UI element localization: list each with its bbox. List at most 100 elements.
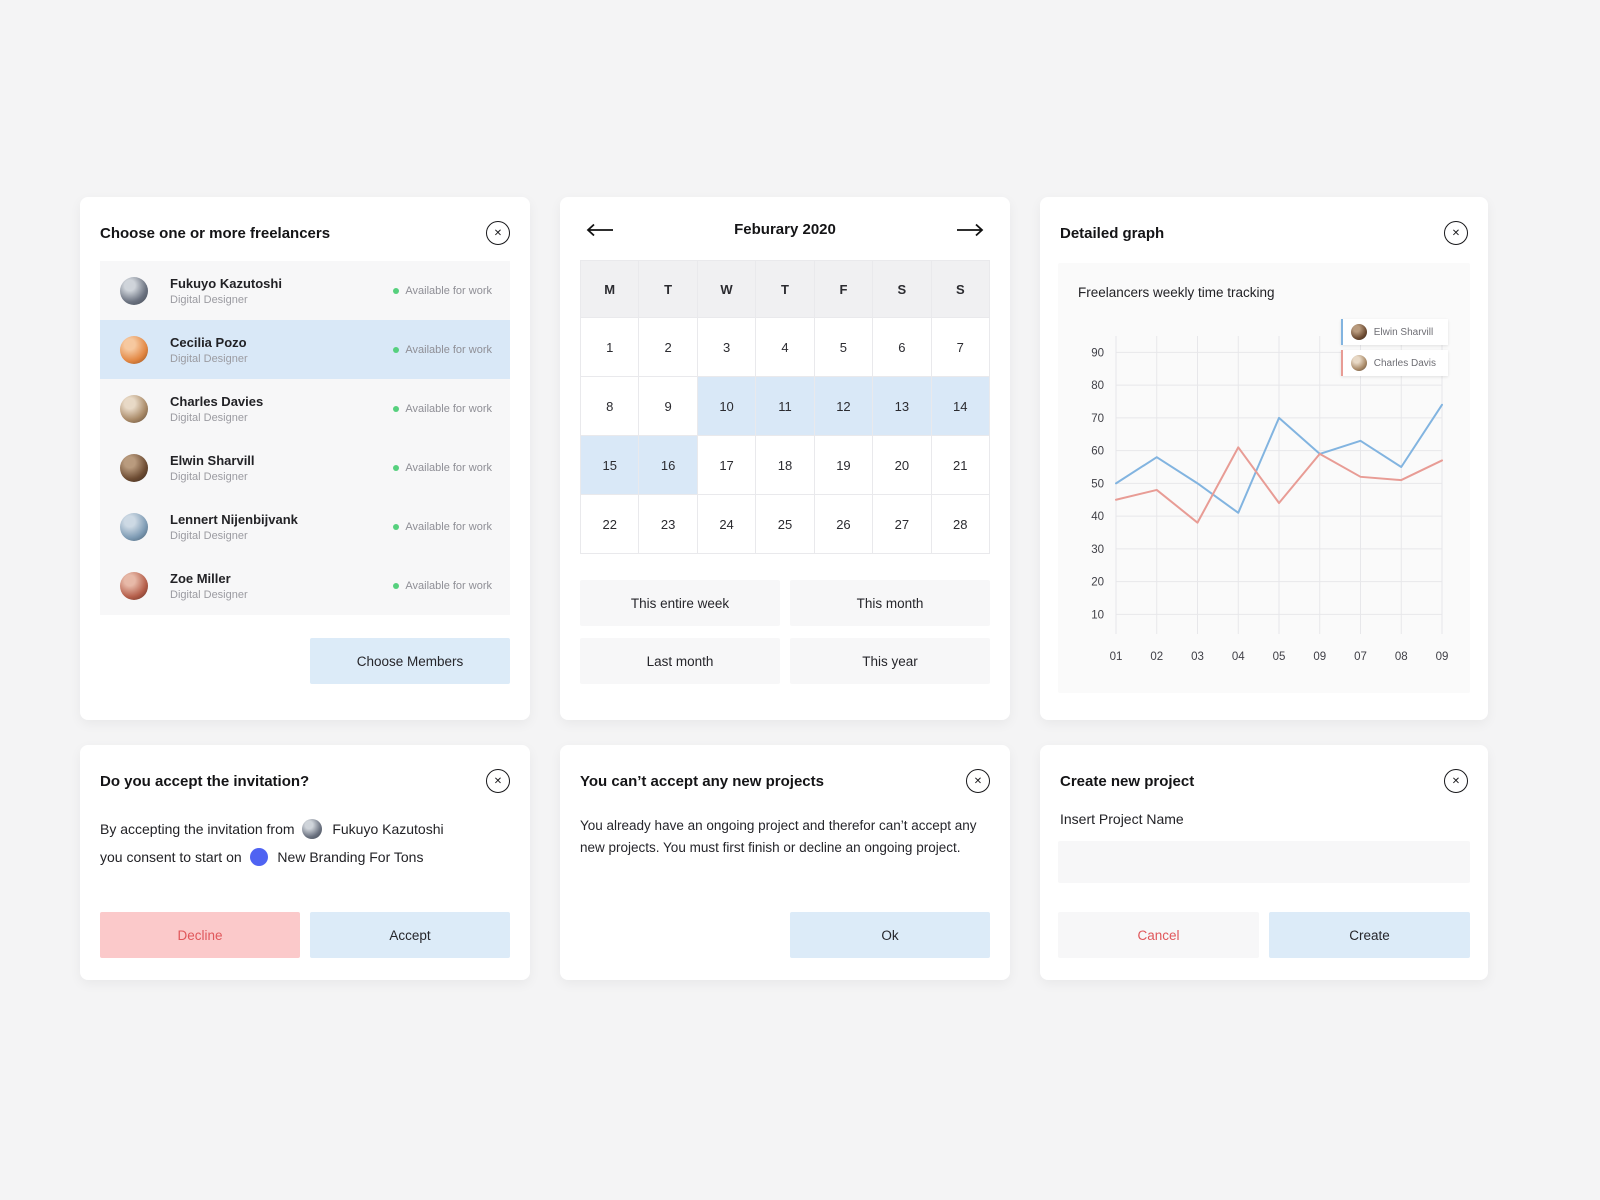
svg-text:09: 09 (1436, 651, 1449, 663)
svg-text:09: 09 (1313, 651, 1326, 663)
freelancer-name: Cecilia Pozo (170, 334, 247, 350)
calendar-day[interactable]: 17 (697, 436, 756, 494)
legend-avatar (1350, 355, 1367, 371)
inviter-name: Fukuyo Kazutoshi (332, 821, 444, 837)
create-project-modal: Create new project ✕ Insert Project Name… (1040, 745, 1488, 980)
close-icon: ✕ (1451, 775, 1461, 787)
project-name: New Branding For Tons (277, 849, 424, 865)
legend-item: Charles Davis (1340, 350, 1448, 376)
calendar-day[interactable]: 20 (873, 436, 931, 494)
accept-button[interactable]: Accept (310, 912, 510, 958)
calendar-day[interactable]: 7 (931, 318, 989, 376)
freelancer-row[interactable]: Charles Davies Digital Designer Available … (100, 379, 510, 438)
calendar-day[interactable]: 9 (639, 377, 697, 435)
calendar-day[interactable]: 11 (756, 377, 814, 435)
availability-text: Available for work (405, 579, 492, 592)
calendar-day[interactable]: 23 (639, 495, 697, 553)
svg-text:50: 50 (1091, 478, 1104, 490)
calendar-day[interactable]: 15 (581, 436, 639, 494)
modal-title: Create new project (1060, 772, 1195, 790)
close-icon: ✕ (973, 775, 983, 787)
detailed-graph-modal: Detailed graph ✕ Freelancers weekly time… (1040, 197, 1488, 720)
quick-button-this-year[interactable]: This year (790, 638, 990, 684)
calendar-day[interactable]: 2 (639, 318, 697, 376)
close-button[interactable]: ✕ (1444, 769, 1468, 793)
calendar-month-title: Feburary 2020 (734, 221, 836, 238)
project-name-label: Insert Project Name (1060, 811, 1184, 827)
availability-text: Available for work (405, 520, 492, 533)
next-month-button[interactable] (956, 223, 984, 237)
close-button[interactable]: ✕ (966, 769, 990, 793)
freelancer-info: Elwin Sharvill Digital Designer (170, 453, 255, 483)
calendar-day[interactable]: 4 (756, 318, 814, 376)
day-header: M (581, 261, 639, 317)
freelancer-row[interactable]: Lennert Nijenbijvank Digital Designer Avai… (100, 497, 510, 556)
freelancer-name: Lennert Nijenbijvank (170, 511, 298, 527)
calendar-day[interactable]: 13 (873, 377, 931, 435)
svg-text:05: 05 (1273, 651, 1286, 663)
modal-header: Choose one or more freelancers ✕ (80, 197, 530, 245)
calendar-day[interactable]: 5 (814, 318, 873, 376)
close-icon: ✕ (1451, 227, 1461, 239)
freelancer-row[interactable]: Fukuyo Kazutoshi Digital Designer Availabl… (100, 261, 510, 320)
calendar-day[interactable]: 14 (931, 377, 989, 435)
freelancer-row[interactable]: Cecilia Pozo Digital Designer Available fo… (100, 320, 510, 379)
freelancer-info: Lennert Nijenbijvank Digital Designer (170, 512, 298, 542)
cancel-button[interactable]: Cancel (1058, 912, 1259, 958)
calendar-day[interactable]: 3 (697, 318, 756, 376)
svg-text:02: 02 (1150, 651, 1163, 663)
close-button[interactable]: ✕ (486, 221, 510, 245)
close-button[interactable]: ✕ (1444, 221, 1468, 245)
create-button[interactable]: Create (1269, 912, 1470, 958)
calendar-day[interactable]: 25 (756, 495, 814, 553)
prev-month-button[interactable] (586, 223, 614, 237)
calendar-day[interactable]: 22 (581, 495, 639, 553)
calendar-day[interactable]: 28 (931, 495, 989, 553)
arrow-left-icon (586, 223, 613, 236)
quick-button-this-month[interactable]: This month (790, 580, 990, 626)
svg-text:03: 03 (1191, 651, 1204, 663)
warning-body: You already have an ongoing project and … (580, 818, 977, 855)
modal-title: Do you accept the invitation? (100, 772, 310, 790)
calendar-day[interactable]: 27 (873, 495, 931, 553)
freelancer-role: Digital Designer (170, 529, 248, 542)
calendar-day[interactable]: 10 (697, 377, 756, 435)
svg-text:10: 10 (1091, 609, 1104, 621)
ok-button[interactable]: Ok (790, 912, 990, 958)
freelancer-picker-modal: Choose one or more freelancers ✕ Fukuyo … (80, 197, 530, 720)
calendar-day[interactable]: 12 (814, 377, 873, 435)
quick-button-last-month[interactable]: Last month (580, 638, 780, 684)
calendar-day[interactable]: 24 (697, 495, 756, 553)
svg-text:60: 60 (1091, 446, 1104, 458)
svg-text:20: 20 (1091, 577, 1104, 589)
calendar-day[interactable]: 21 (931, 436, 989, 494)
project-name-input[interactable] (1058, 841, 1470, 883)
close-button[interactable]: ✕ (486, 769, 510, 793)
decline-button[interactable]: Decline (100, 912, 300, 958)
freelancer-role: Digital Designer (170, 411, 248, 424)
day-header: S (873, 261, 931, 317)
calendar-day[interactable]: 6 (873, 318, 931, 376)
chart-title: Freelancers weekly time tracking (1078, 285, 1275, 300)
avatar (120, 512, 148, 541)
freelancer-row[interactable]: Zoe Miller Digital Designer Available for … (100, 556, 510, 615)
calendar-day[interactable]: 1 (581, 318, 639, 376)
quick-button-this-entire-week[interactable]: This entire week (580, 580, 780, 626)
day-header: W (697, 261, 756, 317)
calendar-day[interactable]: 19 (814, 436, 873, 494)
availability-text: Available for work (405, 461, 492, 474)
svg-text:90: 90 (1091, 347, 1104, 359)
invitation-text-prefix: By accepting the invitation from (100, 821, 295, 837)
inviter-avatar (302, 819, 323, 839)
freelancer-name: Zoe Miller (170, 570, 231, 586)
time-tracking-chart: 90 80 70 60 50 40 30 20 10 01 02 03 04 05 09 07 08 09 (1091, 336, 1449, 663)
calendar-day[interactable]: 18 (756, 436, 814, 494)
create-project-body: Insert Project Name (1058, 811, 1470, 883)
calendar-day[interactable]: 8 (581, 377, 639, 435)
legend-label: Elwin Sharvill (1373, 326, 1434, 338)
choose-members-button[interactable]: Choose Members (310, 638, 510, 684)
legend-item: Elwin Sharvill (1340, 319, 1448, 345)
freelancer-row[interactable]: Elwin Sharvill Digital Designer Available … (100, 438, 510, 497)
calendar-day[interactable]: 26 (814, 495, 873, 553)
calendar-day[interactable]: 16 (639, 436, 697, 494)
